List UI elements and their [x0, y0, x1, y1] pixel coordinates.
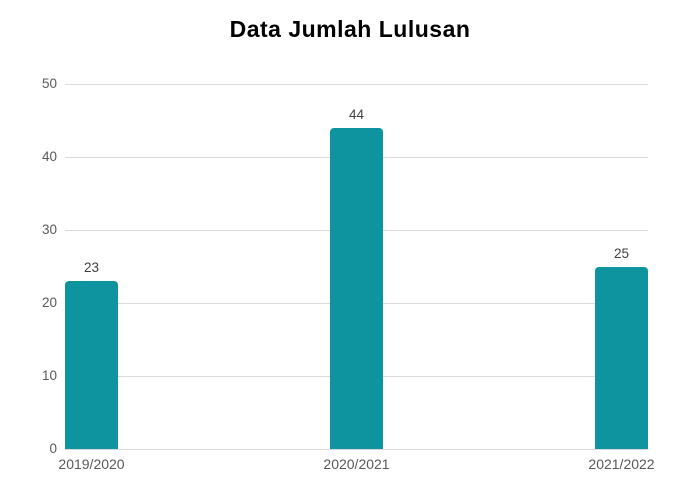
x-axis-tick-label: 2019/2020: [58, 456, 125, 472]
y-axis-tick-label: 0: [49, 441, 57, 456]
bar-2020/2021: [330, 127, 383, 449]
y-axis-tick-label: 30: [41, 222, 57, 237]
bar-value-label: 23: [83, 260, 100, 276]
gridline-y-0: [65, 448, 648, 450]
chart-title: Data Jumlah Lulusan: [229, 16, 471, 42]
y-axis-tick-label: 50: [41, 76, 57, 91]
bar-2019/2020: [65, 281, 118, 449]
gridline-y-50: [65, 83, 648, 85]
bar-value-label: 25: [613, 245, 630, 261]
y-axis-tick-label: 20: [41, 295, 57, 310]
bar-value-label: 44: [348, 106, 365, 122]
y-axis-tick-label: 40: [41, 149, 57, 164]
x-axis-tick-label: 2020/2021: [323, 456, 390, 472]
x-axis-tick-label: 2021/2022: [588, 456, 655, 472]
bar-2021/2022: [595, 266, 648, 449]
y-axis-tick-label: 10: [41, 368, 57, 383]
